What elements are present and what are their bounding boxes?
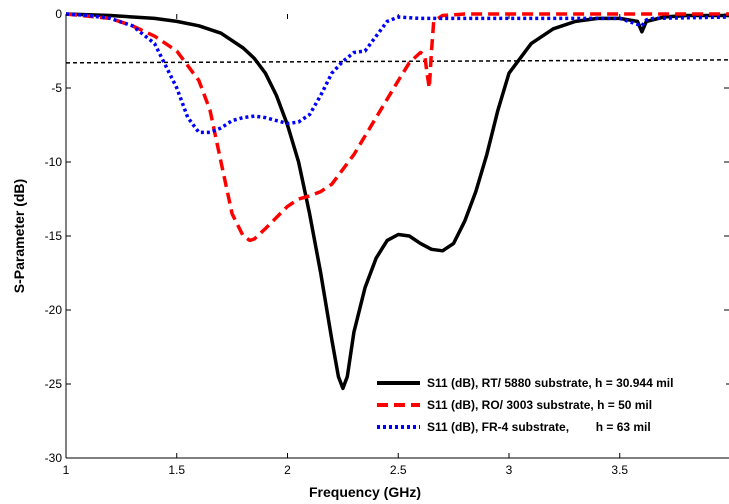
series-line-1 xyxy=(65,12,729,391)
legend-label-2: S11 (dB), RO/ 3003 substrate, h = 50 mil xyxy=(427,398,652,412)
x-tick-label: 1 xyxy=(63,463,70,477)
x-tick-label: 2.5 xyxy=(390,463,407,477)
series-line-2 xyxy=(65,12,729,243)
x-tick-label: 1.5 xyxy=(168,463,185,477)
y-tick-label: -25 xyxy=(45,377,63,391)
y-tick-label: -5 xyxy=(51,81,62,95)
x-axis-label: Frequency (GHz) xyxy=(309,484,421,500)
x-axis-ticks: 1 1.5 2 2.5 3 3.5 xyxy=(63,14,628,477)
y-tick-label: -10 xyxy=(45,155,63,169)
legend: S11 (dB), RT/ 5880 substrate, h = 30.944… xyxy=(370,366,726,442)
x-tick-label: 3 xyxy=(506,463,513,477)
x-tick-label: 3.5 xyxy=(611,463,628,477)
x-tick-label: 2 xyxy=(284,463,291,477)
legend-label-1: S11 (dB), RT/ 5880 substrate, h = 30.944… xyxy=(427,376,673,390)
y-tick-label: -20 xyxy=(45,303,63,317)
series-group xyxy=(65,12,729,391)
y-tick-label: -30 xyxy=(45,451,63,465)
reference-line-minus-3db xyxy=(65,59,729,64)
y-tick-label: -15 xyxy=(45,229,63,243)
legend-label-3: S11 (dB), FR-4 substrate, h = 63 mil xyxy=(427,420,651,434)
series-line-3 xyxy=(65,12,729,135)
y-axis-label: S-Parameter (dB) xyxy=(11,179,27,293)
y-tick-label: 0 xyxy=(55,7,62,21)
legend-box xyxy=(370,366,726,442)
